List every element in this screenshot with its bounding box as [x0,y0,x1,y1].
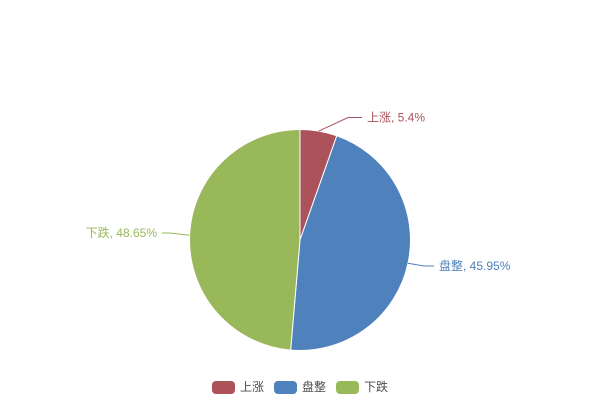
pie-slices [189,129,411,351]
legend-label-2: 下跌 [364,380,389,394]
slice-label-1: 盘整, 45.95% [439,258,511,273]
legend-swatch-0 [211,381,235,394]
legend-item-0[interactable]: 上涨 [211,380,264,394]
pie-slice-2[interactable] [189,129,301,351]
legend: 上涨 盘整 下跌 [0,381,600,394]
legend-label-0: 上涨 [239,380,264,394]
legend-swatch-1 [273,381,297,394]
label-line-1 [407,262,434,267]
legend-item-1[interactable]: 盘整 [273,380,326,394]
legend-label-1: 盘整 [301,380,326,394]
slice-labels: 上涨, 5.4% 盘整, 45.95% 下跌, 48.65% [86,110,511,274]
slice-label-2: 下跌, 48.65% [86,225,158,240]
label-line-2 [162,232,190,236]
legend-swatch-2 [336,381,359,394]
slice-label-0: 上涨, 5.4% [367,110,425,125]
legend-item-2[interactable]: 下跌 [336,381,388,394]
label-lines [162,117,434,267]
pie-slice-1[interactable] [290,135,411,351]
label-line-0 [318,117,362,132]
